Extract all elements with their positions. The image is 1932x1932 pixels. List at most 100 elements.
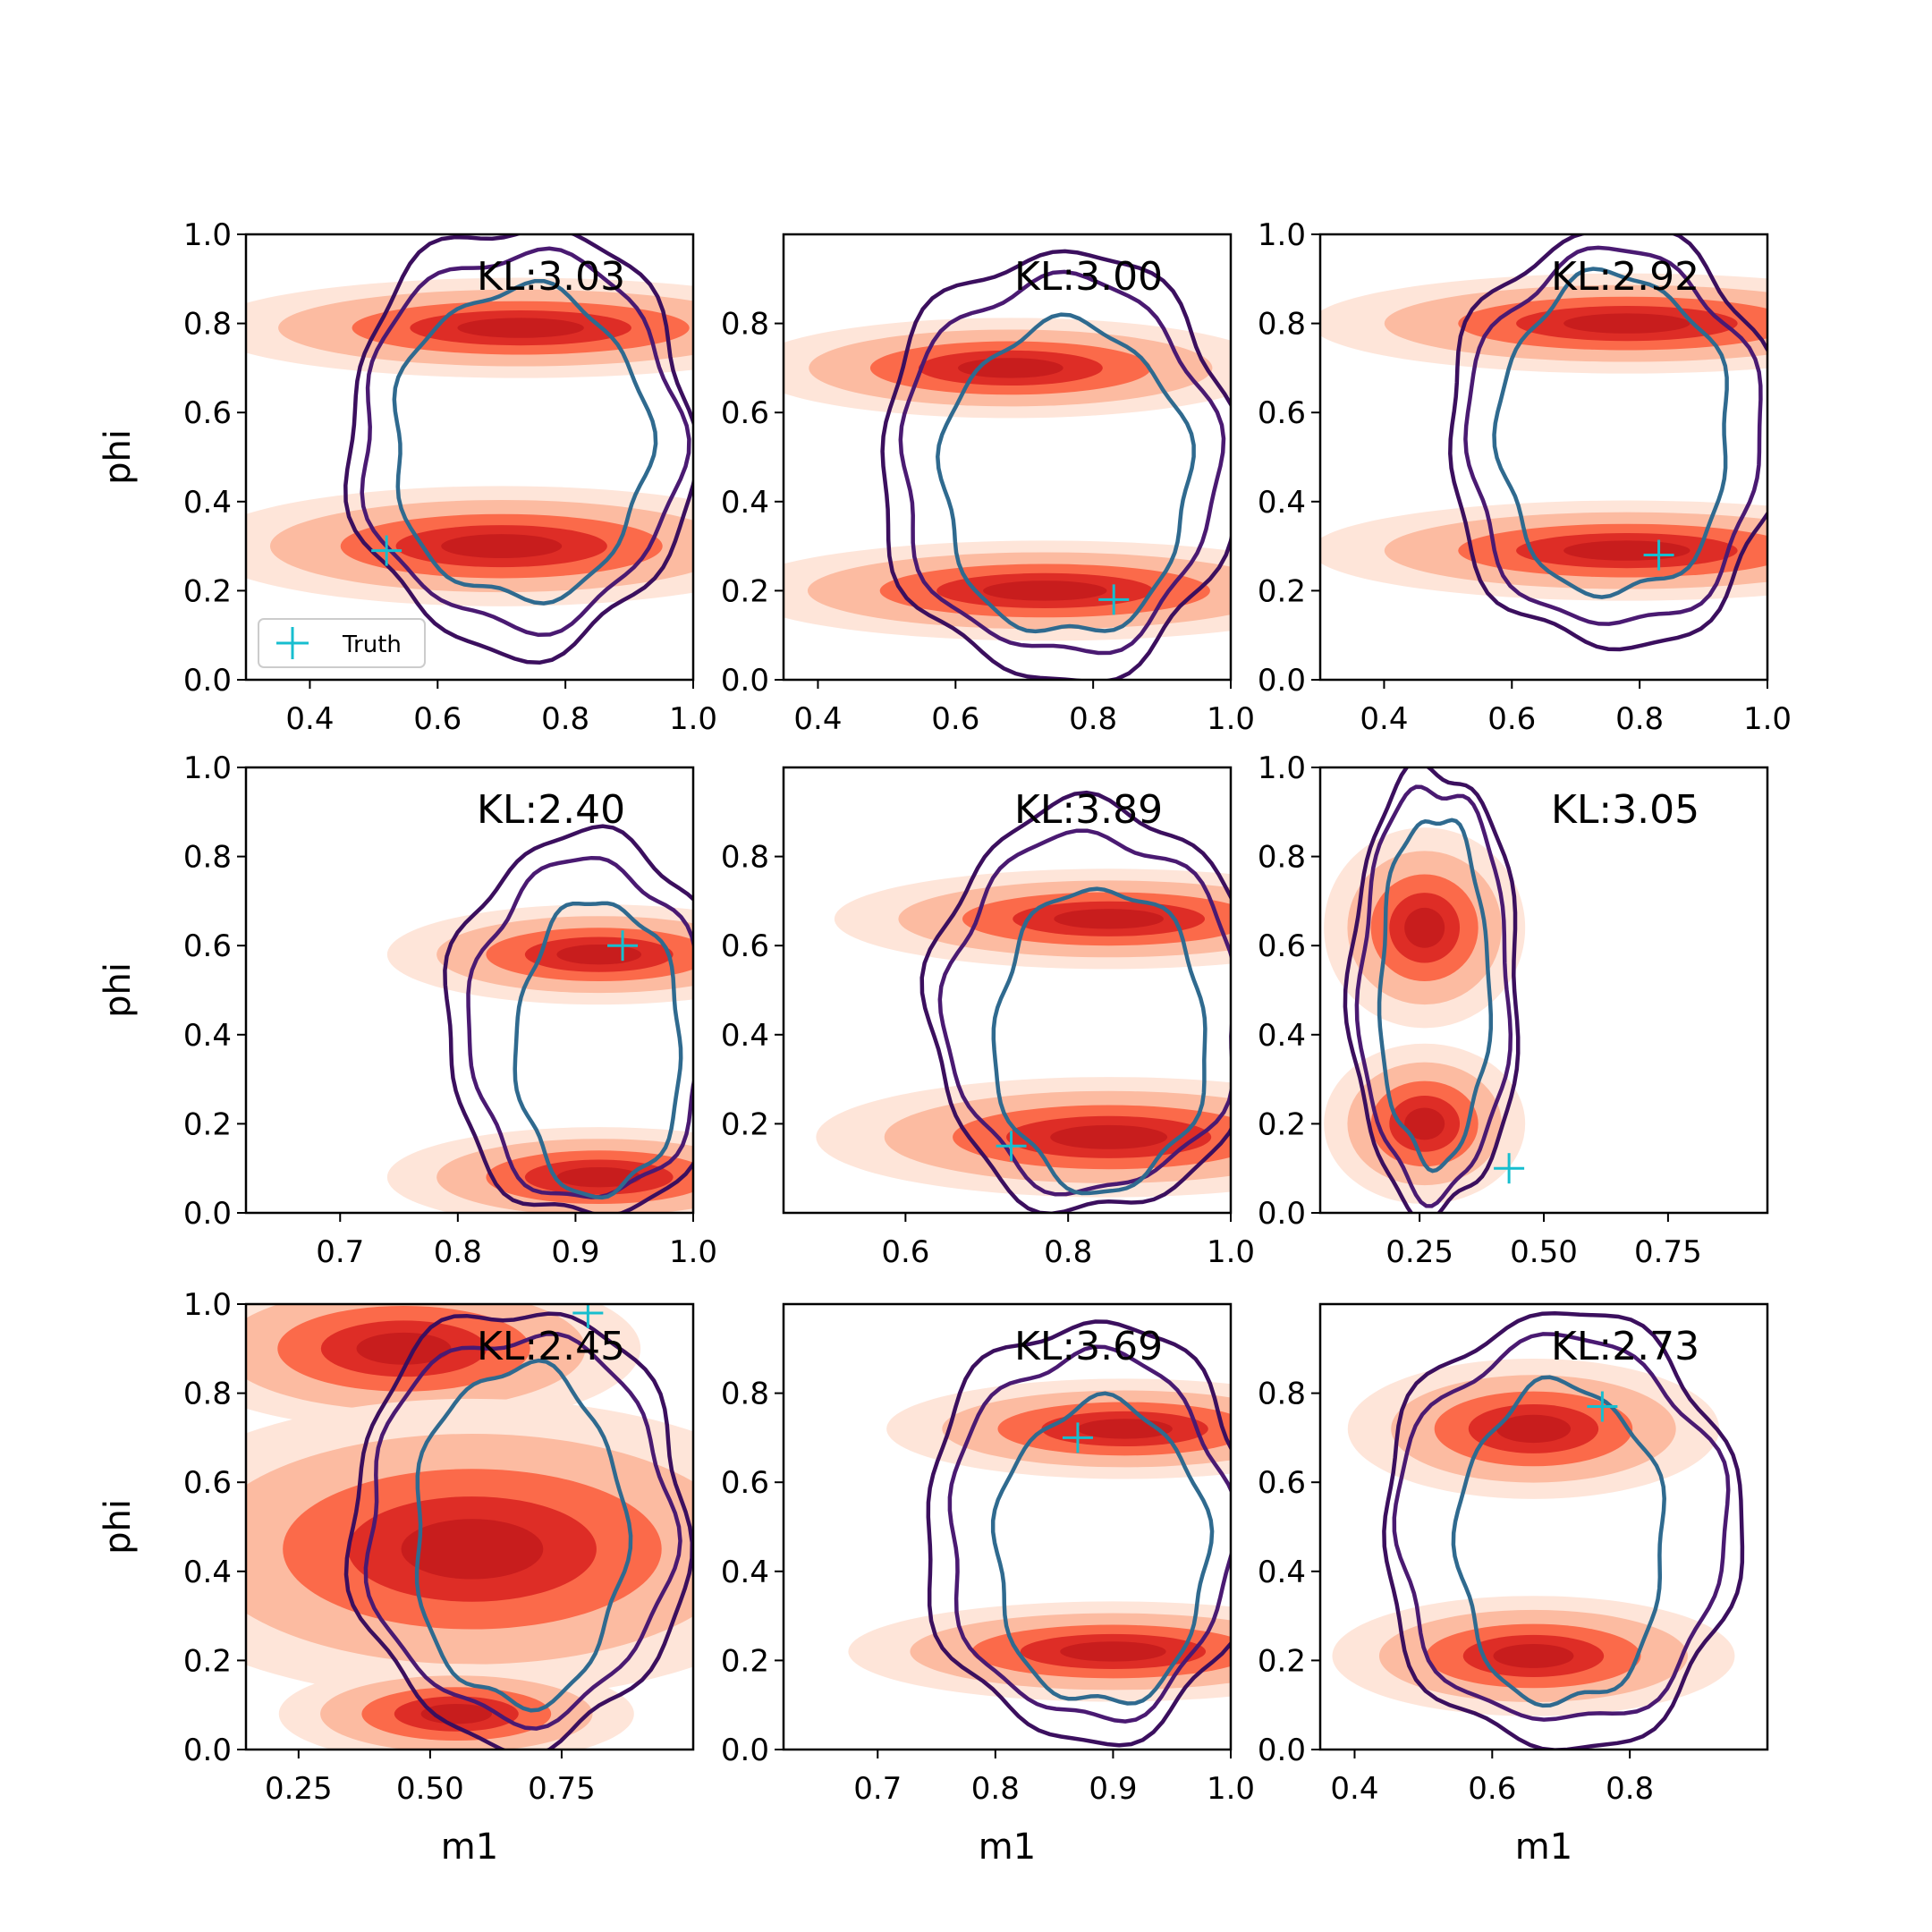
- y-tick-label: 0.0: [183, 1733, 232, 1768]
- contour-line-2: [360, 246, 691, 638]
- kl-annotation: KL:3.03: [477, 254, 625, 300]
- y-tick-label: 0.2: [183, 1106, 232, 1142]
- x-tick-label: 0.7: [316, 1234, 364, 1270]
- density-fill-mode-2: [1493, 1643, 1574, 1668]
- kl-annotation: KL:2.73: [1551, 1324, 1699, 1369]
- x-tick-label: 0.50: [396, 1771, 464, 1807]
- y-tick-label: 0.4: [183, 1018, 232, 1054]
- subplot-2: KL:3.00 0.4 0.6 0.8 1.0 0.0 0.2 0.4 0.6 0.8: [721, 233, 1255, 737]
- contour-line-2: [363, 1332, 682, 1731]
- density-fill-mode-1: [1496, 1414, 1571, 1444]
- contour-line-1: [443, 824, 693, 1213]
- y-tick-label: 1.0: [183, 1287, 232, 1323]
- y-tick-label: 0.4: [721, 1018, 769, 1054]
- plot-area: [1324, 767, 1526, 1213]
- truth-marker: [1643, 539, 1674, 571]
- y-tick-label: 0.0: [1258, 1733, 1306, 1768]
- density-fill-mode-2: [1060, 1641, 1166, 1662]
- contour-line-1: [1343, 767, 1521, 1213]
- contour-line-2: [1392, 1332, 1731, 1722]
- x-tick-label: 0.75: [528, 1771, 596, 1807]
- contour-line-3: [991, 886, 1208, 1196]
- y-tick-label: 0.2: [1258, 573, 1306, 609]
- y-tick-label: 0.2: [183, 573, 232, 609]
- contour-line-2: [947, 1344, 1231, 1724]
- y-tick-label: 0.8: [1258, 1377, 1306, 1412]
- density-fill-mode-2: [1563, 540, 1690, 561]
- x-tick-label: 1.0: [1743, 701, 1792, 737]
- x-tick-label: 0.8: [1069, 701, 1117, 737]
- y-tick-label: 0.6: [721, 395, 769, 431]
- density-fill-mode-2: [1050, 1124, 1168, 1149]
- x-tick-label: 0.50: [1510, 1234, 1578, 1270]
- density-fill-mode-2: [1404, 1107, 1445, 1140]
- x-tick-label: 0.4: [285, 701, 334, 737]
- y-tick-label: 0.2: [721, 573, 769, 609]
- contour-line-3: [392, 279, 658, 606]
- legend-box: [258, 618, 426, 668]
- y-tick-label: 0.0: [183, 663, 232, 699]
- x-tick-label: 0.7: [853, 1771, 902, 1807]
- kl-annotation: KL:2.45: [477, 1324, 625, 1369]
- y-tick-label: 1.0: [1258, 217, 1306, 253]
- truth-marker: [1062, 1422, 1093, 1453]
- x-tick-label: 0.6: [413, 701, 462, 737]
- x-tick-label: 1.0: [669, 1234, 717, 1270]
- contour-line-1: [343, 1311, 693, 1750]
- plot-area: [1332, 1310, 1745, 1750]
- y-tick-label: 0.8: [721, 307, 769, 343]
- y-tick-label: 0.4: [1258, 485, 1306, 521]
- subplot-5: KL:3.89 0.6 0.8 1.0 0.2 0.4 0.6 0.8: [721, 766, 1255, 1270]
- contour-line-2: [1354, 784, 1513, 1208]
- y-tick-label: 0.6: [721, 928, 769, 964]
- x-tick-label: 0.25: [1385, 1234, 1453, 1270]
- y-axis-label: phi: [97, 962, 139, 1018]
- contour-line-3: [414, 1358, 633, 1713]
- plot-area: [246, 234, 693, 665]
- x-axis-label: m1: [1515, 1826, 1572, 1868]
- contour-line-2: [898, 269, 1226, 656]
- truth-marker: [996, 1131, 1027, 1162]
- y-tick-label: 0.2: [721, 1106, 769, 1142]
- contour-line-2: [937, 828, 1231, 1197]
- x-tick-label: 0.75: [1634, 1234, 1702, 1270]
- contour-line-1: [1382, 1310, 1745, 1750]
- x-tick-label: 0.8: [1606, 1771, 1654, 1807]
- y-tick-label: 1.0: [1258, 750, 1306, 786]
- contour-line-1: [1448, 234, 1767, 652]
- y-tick-label: 0.8: [721, 1377, 769, 1412]
- x-tick-label: 0.4: [1330, 1771, 1378, 1807]
- x-tick-label: 0.8: [541, 701, 589, 737]
- axes-frame: [1318, 233, 1769, 682]
- plot-area: [848, 1319, 1231, 1748]
- truth-marker: [1587, 1391, 1618, 1422]
- kl-annotation: KL:3.05: [1551, 787, 1699, 833]
- x-tick-label: 0.25: [265, 1771, 333, 1807]
- subplot-1: KL:3.03 0.4 0.6 0.8 1.0 0.0 0.2 0.4 0.6 0.8 1.0 phi…: [97, 217, 717, 737]
- y-tick-label: 0.8: [183, 307, 232, 343]
- y-tick-label: 0.4: [1258, 1555, 1306, 1590]
- y-tick-label: 0.4: [183, 1555, 232, 1590]
- x-tick-label: 0.4: [1360, 701, 1408, 737]
- contour-line-1: [926, 1319, 1231, 1748]
- kl-annotation: KL:3.00: [1014, 254, 1163, 300]
- y-axis-label: phi: [97, 429, 139, 485]
- y-tick-label: 0.4: [721, 1555, 769, 1590]
- contour-line-2: [1463, 245, 1763, 626]
- x-tick-label: 1.0: [1207, 1234, 1255, 1270]
- y-tick-label: 0.0: [1258, 1196, 1306, 1232]
- x-tick-label: 0.9: [551, 1234, 599, 1270]
- y-tick-label: 0.6: [721, 1465, 769, 1501]
- contour-line-1: [919, 790, 1231, 1213]
- y-tick-label: 0.0: [183, 1196, 232, 1232]
- plot-area: [386, 824, 693, 1213]
- contour-line-2: [466, 855, 693, 1199]
- kl-annotation: KL:3.69: [1014, 1324, 1163, 1369]
- axes-frame: [244, 233, 695, 682]
- axes-frame: [782, 766, 1233, 1215]
- y-tick-label: 0.6: [183, 395, 232, 431]
- contour-line-3: [1492, 267, 1729, 599]
- density-fill-mode-2: [983, 580, 1107, 601]
- plot-area: [1320, 234, 1767, 652]
- plot-area: [816, 790, 1231, 1213]
